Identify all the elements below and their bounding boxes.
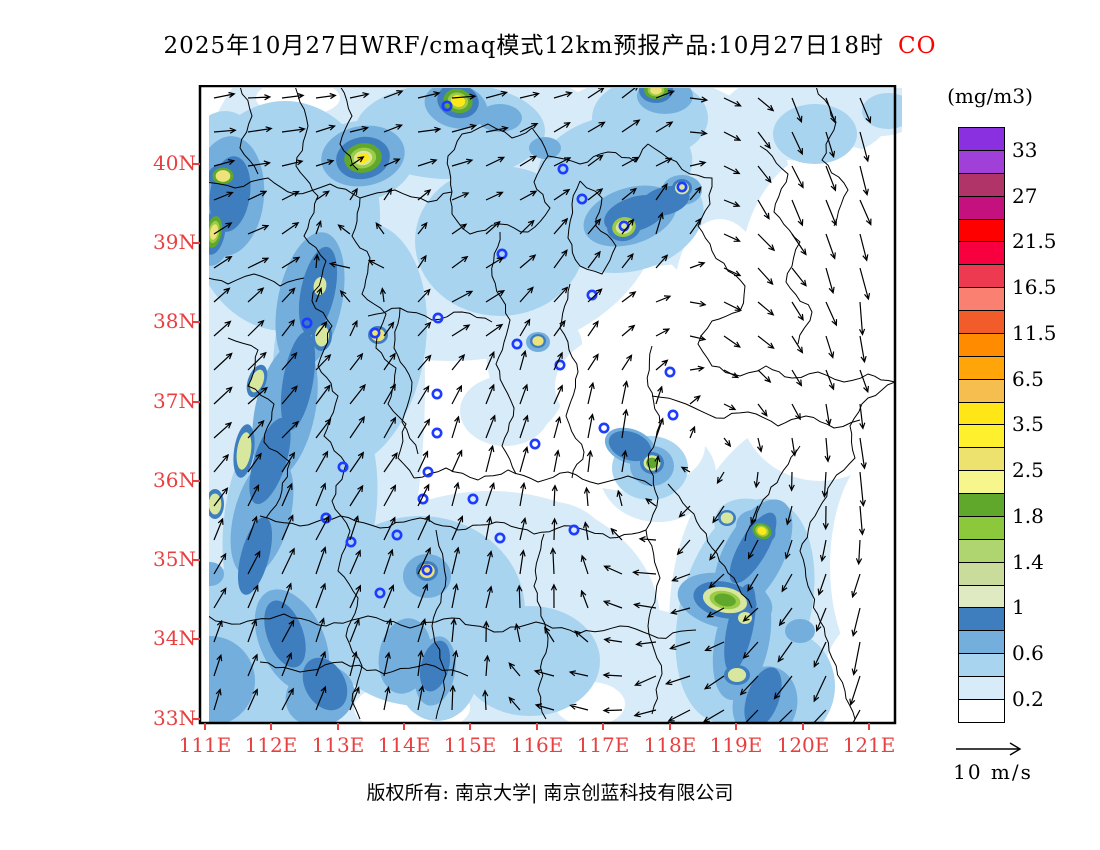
colorbar-units-label: (mg/m3) [947,84,1033,108]
axis-ticks [192,163,870,730]
wind-reference-arrow [956,742,1022,756]
colorbar-box [958,630,1005,655]
colorbar-level-label: 33 [1012,137,1038,162]
colorbar-box [958,287,1005,312]
colorbar-box [958,653,1005,678]
copyright-footer: 版权所有: 南京大学| 南京创蓝科技有限公司 [366,782,734,804]
colorbar-level-label: 11.5 [1012,320,1057,345]
colorbar-level-label: 1.4 [1012,549,1044,574]
lat-label-37N: 37N [153,389,196,413]
colorbar-box [958,127,1005,151]
lon-label-112E: 112E [244,733,298,757]
wind-reference-label: 10 m/s [953,760,1033,784]
lat-label-34N: 34N [153,626,196,650]
lon-label-118E: 118E [643,733,697,757]
colorbar-box [958,493,1005,517]
lat-label-38N: 38N [153,309,196,333]
colorbar-box [958,607,1005,632]
colorbar-box [958,264,1005,289]
map-layers [209,88,902,723]
colorbar-box [958,515,1005,540]
colorbar-level-label: 2.5 [1012,458,1044,483]
lat-label-39N: 39N [153,230,196,254]
lon-label-111E: 111E [178,733,232,757]
province-boundaries [209,88,896,720]
colorbar-level-label: 0.6 [1012,641,1044,666]
colorbar-box [958,332,1005,357]
colorbar-box [958,584,1005,609]
colorbar-level-label: 1 [1012,595,1025,620]
lon-label-120E: 120E [776,733,830,757]
title-species: CO [897,33,937,59]
colorbar-level-label: 3.5 [1012,412,1044,437]
colorbar-level-label: 27 [1012,183,1038,208]
lon-label-121E: 121E [842,733,896,757]
wind-vectors [213,88,872,723]
map-border [198,85,897,725]
colorbar-box [958,195,1005,220]
colorbar-box [958,401,1005,426]
title-text: 2025年10月27日WRF/cmaq模式12km预报产品:10月27日18时 [163,33,884,59]
colorbar-box [958,561,1005,586]
colorbar-box [958,378,1005,403]
lat-label-36N: 36N [153,468,196,492]
colorbar-box [958,699,1005,723]
colorbar-level-label: 1.8 [1012,503,1044,528]
colorbar-level-label: 16.5 [1012,275,1057,300]
lat-label-40N: 40N [153,151,196,175]
lon-label-114E: 114E [377,733,431,757]
lat-label-35N: 35N [153,547,196,571]
lon-label-113E: 113E [311,733,365,757]
lat-label-33N: 33N [153,706,196,730]
colorbar-box [958,172,1005,197]
reference-arrow-icon [956,742,1022,756]
colorbar-box [958,310,1005,334]
colorbar-box [958,241,1005,266]
colorbar-box [958,218,1005,243]
forecast-map [192,85,902,730]
lon-label-115E: 115E [443,733,497,757]
lon-label-117E: 117E [576,733,630,757]
colorbar-box [958,470,1005,495]
page-title: 2025年10月27日WRF/cmaq模式12km预报产品:10月27日18时 C… [0,26,1100,60]
colorbar-level-label: 0.2 [1012,687,1044,711]
colorbar-box [958,447,1005,472]
co-hotspots [209,88,776,685]
colorbar-box [958,538,1005,563]
city-markers [301,100,688,599]
colorbar-box [958,424,1005,449]
colorbar-box [958,355,1005,380]
lon-label-116E: 116E [510,733,564,757]
colorbar-level-label: 6.5 [1012,366,1044,391]
colorbar-level-label: 21.5 [1012,229,1057,254]
lon-label-119E: 119E [709,733,763,757]
colorbar-box [958,676,1005,700]
colorbar-box [958,149,1005,174]
